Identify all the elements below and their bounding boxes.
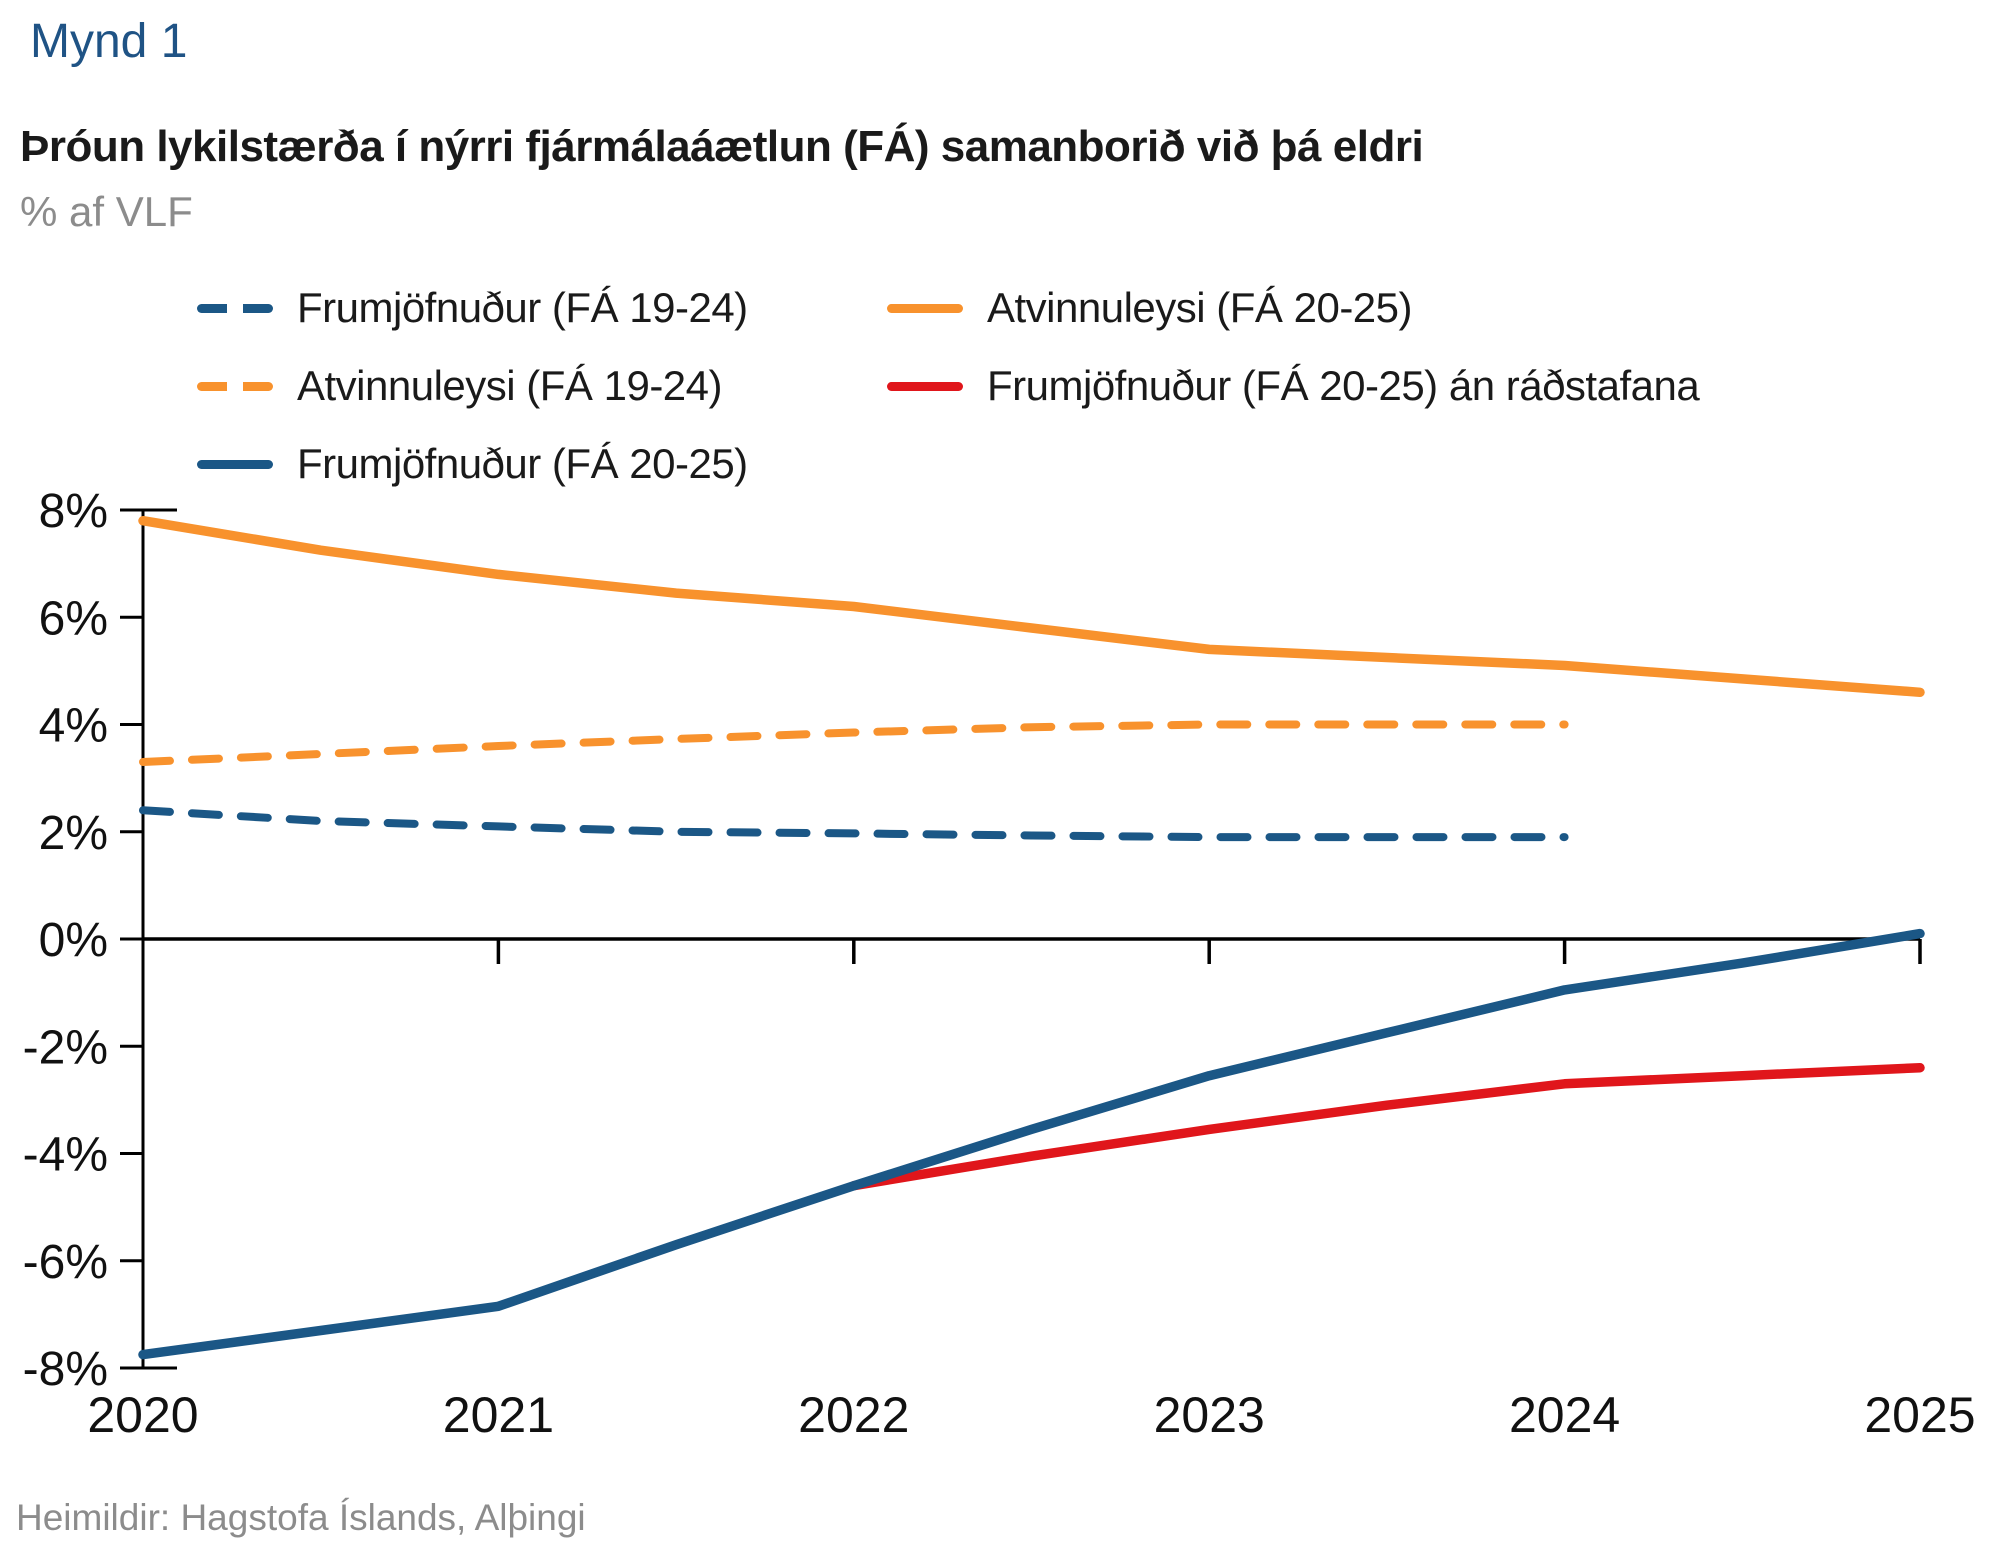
y-tick-label: -8% bbox=[23, 1343, 108, 1396]
y-tick-label: -2% bbox=[23, 1021, 108, 1074]
legend-swatch-dashed bbox=[197, 303, 273, 313]
y-tick-label: 4% bbox=[39, 700, 108, 753]
legend-swatch-solid bbox=[887, 381, 963, 391]
y-tick-label: -4% bbox=[23, 1129, 108, 1182]
legend-swatch-dashed bbox=[197, 381, 273, 391]
legend-label: Frumjöfnuður (FÁ 20-25) án ráðstafana bbox=[987, 362, 1700, 409]
y-tick-label: 0% bbox=[39, 914, 108, 967]
x-tick-label: 2025 bbox=[1864, 1387, 1975, 1443]
source-note: Heimildir: Hagstofa Íslands, Alþingi bbox=[16, 1497, 586, 1538]
series-line-frumjofnudur-fa-20-25-an-radstafana bbox=[849, 1062, 1925, 1191]
legend-label: Frumjöfnuður (FÁ 19-24) bbox=[297, 284, 748, 331]
figure-number-label: Mynd 1 bbox=[30, 15, 188, 68]
legend-item: Atvinnuleysi (FÁ 19-24) bbox=[197, 360, 887, 412]
legend-swatch-solid bbox=[197, 459, 273, 469]
chart-unit-label: % af VLF bbox=[20, 188, 193, 235]
x-tick-label: 2020 bbox=[87, 1387, 198, 1443]
legend-item: Frumjöfnuður (FÁ 20-25) án ráðstafana bbox=[887, 360, 1700, 412]
legend-label: Frumjöfnuður (FÁ 20-25) bbox=[297, 440, 748, 487]
series-line-frumjofnudur-fa-20-25 bbox=[138, 928, 1925, 1360]
series-line-atvinnuleysi-fa-19-24 bbox=[139, 720, 1569, 766]
x-tick-label: 2024 bbox=[1509, 1387, 1620, 1443]
x-tick-label: 2022 bbox=[798, 1387, 909, 1443]
y-tick-label: -6% bbox=[23, 1236, 108, 1289]
x-tick-label: 2023 bbox=[1154, 1387, 1265, 1443]
chart-legend: Frumjöfnuður (FÁ 19-24) Atvinnuleysi (FÁ … bbox=[197, 282, 1700, 490]
legend-item: Atvinnuleysi (FÁ 20-25) bbox=[887, 282, 1699, 334]
series-line-frumjofnudur-fa-19-24 bbox=[139, 806, 1569, 842]
legend-item: Frumjöfnuður (FÁ 19-24) bbox=[197, 282, 887, 334]
y-tick-label: 8% bbox=[39, 485, 108, 538]
chart-title: Þróun lykilstærða í nýrri fjármálaáætlun… bbox=[20, 122, 1424, 171]
x-tick-label: 2021 bbox=[443, 1387, 554, 1443]
legend-swatch-solid bbox=[887, 303, 963, 313]
legend-label: Atvinnuleysi (FÁ 20-25) bbox=[987, 284, 1413, 331]
legend-label: Atvinnuleysi (FÁ 19-24) bbox=[297, 362, 723, 409]
legend-item: Frumjöfnuður (FÁ 20-25) bbox=[197, 438, 887, 490]
y-tick-label: 2% bbox=[39, 807, 108, 860]
y-tick-label: 6% bbox=[39, 592, 108, 645]
series-line-atvinnuleysi-fa-20-25 bbox=[138, 515, 1925, 698]
